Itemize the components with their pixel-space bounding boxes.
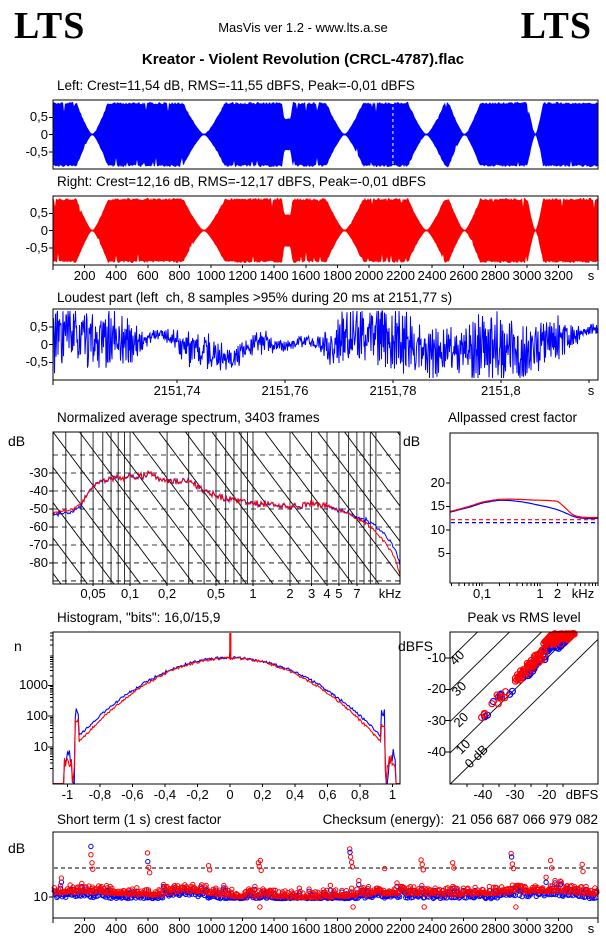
allpassed-caption: Allpassed crest factor (448, 410, 578, 425)
short-term-db-label: dB (8, 840, 26, 856)
loudest-part-caption: Loudest part (left ch, 8 samples >95% du… (57, 290, 453, 305)
short-term-caption: Short term (1 s) crest factor (57, 812, 222, 827)
histogram-n-label: n (14, 638, 22, 654)
lts-logo-left: LTS (14, 5, 86, 47)
peak-rms-dbfs-label: dBFS (398, 638, 434, 654)
checksum-caption: Checksum (energy): 21 056 687 066 979 08… (322, 812, 598, 827)
spectrum-db-label-left: dB (8, 433, 26, 449)
peak-rms-caption: Peak vs RMS level (467, 610, 581, 625)
svg-text:30: 30 (449, 678, 470, 699)
app-version-line: MasVis ver 1.2 - www.lts.a.se (218, 20, 388, 35)
right-channel-stats: Right: Crest=12,16 dB, RMS=-12,17 dBFS, … (57, 174, 426, 189)
track-title: Kreator - Violent Revolution (CRCL-4787)… (141, 51, 465, 68)
svg-text:20: 20 (451, 709, 472, 730)
spectrum-db-label-right: dB (403, 433, 421, 449)
left-channel-stats: Left: Crest=11,54 dB, RMS=-11,55 dBFS, P… (57, 78, 415, 93)
spectrum-caption: Normalized average spectrum, 3403 frames (57, 410, 320, 425)
lts-logo-right: LTS (520, 5, 592, 47)
histogram-caption: Histogram, "bits": 16,0/15,9 (57, 610, 221, 625)
